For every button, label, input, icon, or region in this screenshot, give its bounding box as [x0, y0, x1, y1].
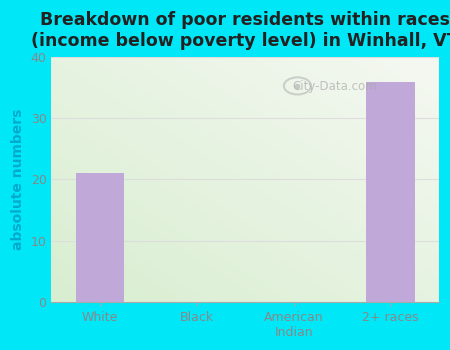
- Text: City-Data.com: City-Data.com: [292, 80, 377, 93]
- Bar: [76, 173, 124, 302]
- Y-axis label: absolute numbers: absolute numbers: [11, 109, 25, 250]
- Title: Breakdown of poor residents within races
(income below poverty level) in Winhall: Breakdown of poor residents within races…: [32, 11, 450, 50]
- Bar: [366, 82, 414, 302]
